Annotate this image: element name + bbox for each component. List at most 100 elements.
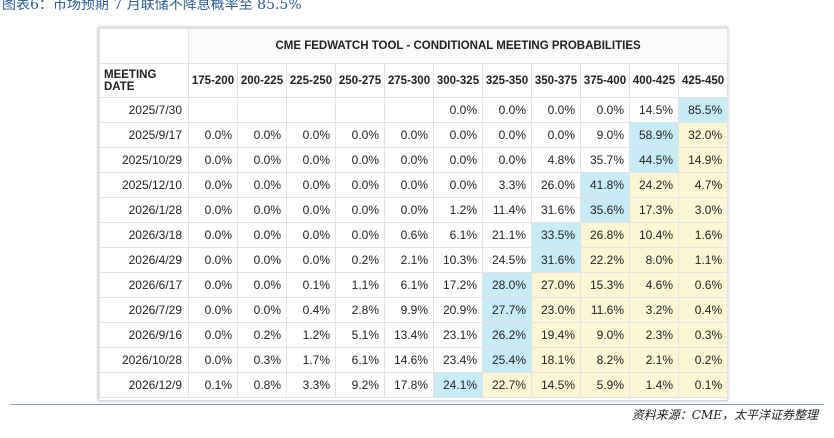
probability-cell: 6.1% [335, 347, 385, 373]
meeting-date-cell: 2025/10/29 [99, 147, 189, 173]
probability-cell: 0.0% [531, 122, 581, 148]
probability-cell: 17.2% [433, 272, 483, 298]
meeting-date-cell: 2026/7/29 [99, 297, 189, 323]
probability-cell: 24.1% [433, 372, 483, 398]
probability-cell: 1.1% [677, 247, 729, 273]
probability-cell: 6.1% [433, 222, 483, 248]
probability-cell: 0.0% [237, 147, 287, 173]
probability-cell: 0.0% [482, 122, 532, 148]
fedwatch-table-card: CME FEDWATCH TOOL - CONDITIONAL MEETING … [98, 27, 729, 401]
probability-cell: 0.0% [286, 197, 336, 223]
probability-cell: 9.0% [580, 322, 630, 348]
probability-cell: 3.0% [677, 197, 729, 223]
probability-cell: 0.8% [237, 372, 287, 398]
probability-cell: 2.8% [335, 297, 385, 323]
probability-cell [384, 97, 434, 123]
probability-cell: 0.3% [237, 347, 287, 373]
column-header-300-325: 300-325 [433, 63, 483, 98]
probability-cell: 0.0% [433, 97, 483, 123]
table-row: 2025/7/30 0.0% 0.0% 0.0% 0.0% 14.5% 85.5% [99, 97, 729, 123]
probability-cell [237, 97, 287, 123]
probability-cell: 0.0% [237, 122, 287, 148]
probability-cell: 0.1% [286, 272, 336, 298]
probability-cell: 14.6% [384, 347, 434, 373]
probability-cell: 0.1% [188, 372, 238, 398]
probability-cell: 0.0% [188, 197, 238, 223]
probability-cell: 8.0% [629, 247, 679, 273]
probability-cell: 24.5% [482, 247, 532, 273]
probability-cell: 18.1% [531, 347, 581, 373]
probability-cell: 9.0% [580, 122, 630, 148]
probability-cell: 24.2% [629, 172, 679, 198]
probability-cell: 0.0% [188, 172, 238, 198]
probability-cell: 0.1% [677, 372, 729, 398]
probability-cell: 13.4% [384, 322, 434, 348]
probability-cell: 0.0% [286, 222, 336, 248]
probability-cell: 44.5% [629, 147, 679, 173]
probability-cell: 85.5% [677, 97, 729, 123]
probability-cell: 21.1% [482, 222, 532, 248]
table-row: 2025/10/29 0.0% 0.0% 0.0% 0.0% 0.0% 0.0% 0.0% 4.… [99, 147, 729, 173]
probability-cell: 32.0% [677, 122, 729, 148]
probability-cell: 0.3% [677, 322, 729, 348]
probability-cell: 0.0% [482, 147, 532, 173]
meeting-date-cell: 2026/12/9 [99, 372, 189, 398]
probability-cell: 26.2% [482, 322, 532, 348]
footer-divider [10, 404, 824, 405]
probability-cell: 0.0% [188, 297, 238, 323]
probability-cell: 33.5% [531, 222, 581, 248]
probability-cell: 0.0% [580, 97, 630, 123]
probability-cell: 0.2% [237, 322, 287, 348]
probability-cell: 0.0% [188, 222, 238, 248]
probability-cell: 0.0% [531, 97, 581, 123]
meeting-date-cell: 2026/9/16 [99, 322, 189, 348]
column-header-row: MEETING DATE 175-200 200-225 225-250 250-27… [99, 63, 729, 98]
table-row: 2026/6/17 0.0% 0.0% 0.1% 1.1% 6.1% 17.2% 28.0% 2… [99, 272, 729, 298]
probability-cell: 4.7% [677, 172, 729, 198]
probability-cell: 0.0% [237, 297, 287, 323]
column-header-425-450: 425-450 [677, 63, 729, 98]
probability-cell: 0.2% [677, 347, 729, 373]
column-header-400-425: 400-425 [629, 63, 679, 98]
column-header-225-250: 225-250 [286, 63, 336, 98]
probability-cell: 0.0% [482, 97, 532, 123]
probability-cell: 0.0% [286, 247, 336, 273]
probability-cell: 0.0% [433, 122, 483, 148]
probability-cell: 23.4% [433, 347, 483, 373]
table-row: 2026/9/16 0.0% 0.2% 1.2% 5.1% 13.4% 23.1% 26.2%… [99, 322, 729, 348]
probability-cell: 23.1% [433, 322, 483, 348]
probability-cell: 0.0% [433, 172, 483, 198]
probability-cell: 22.2% [580, 247, 630, 273]
probability-cell: 9.9% [384, 297, 434, 323]
probability-cell: 0.0% [384, 122, 434, 148]
probability-cell: 1.2% [286, 322, 336, 348]
probability-cell: 3.3% [482, 172, 532, 198]
table-row: 2026/1/28 0.0% 0.0% 0.0% 0.0% 0.0% 1.2% 11.4% 31… [99, 197, 729, 223]
probability-cell: 14.5% [531, 372, 581, 398]
probability-cell: 0.0% [335, 197, 385, 223]
probability-cell: 0.0% [384, 147, 434, 173]
probability-cell: 3.3% [286, 372, 336, 398]
probability-cell: 0.0% [188, 272, 238, 298]
table-row: 2025/12/10 0.0% 0.0% 0.0% 0.0% 0.0% 0.0% 3.3% 26… [99, 172, 729, 198]
meeting-date-cell: 2025/7/30 [99, 97, 189, 123]
probability-cell: 31.6% [531, 247, 581, 273]
table-row: 2026/10/28 0.0% 0.3% 1.7% 6.1% 14.6% 23.4% 25.4… [99, 347, 729, 373]
column-header-175-200: 175-200 [188, 63, 238, 98]
meeting-date-cell: 2026/3/18 [99, 222, 189, 248]
probability-cell: 0.0% [188, 347, 238, 373]
probability-cell: 0.0% [188, 122, 238, 148]
probability-cell: 0.4% [677, 297, 729, 323]
probability-cell: 3.2% [629, 297, 679, 323]
probability-cell: 10.4% [629, 222, 679, 248]
column-header-275-300: 275-300 [384, 63, 434, 98]
table-title: CME FEDWATCH TOOL - CONDITIONAL MEETING … [187, 28, 729, 64]
probability-cell: 11.6% [580, 297, 630, 323]
probability-cell: 0.0% [384, 172, 434, 198]
probability-cell: 25.4% [482, 347, 532, 373]
probability-cell: 17.8% [384, 372, 434, 398]
figure-caption: 图表6：市场预期 7 月联储不降息概率至 85.5% [2, 0, 302, 13]
probability-cell: 35.7% [580, 147, 630, 173]
corner-cell [99, 28, 189, 64]
column-header-325-350: 325-350 [482, 63, 532, 98]
